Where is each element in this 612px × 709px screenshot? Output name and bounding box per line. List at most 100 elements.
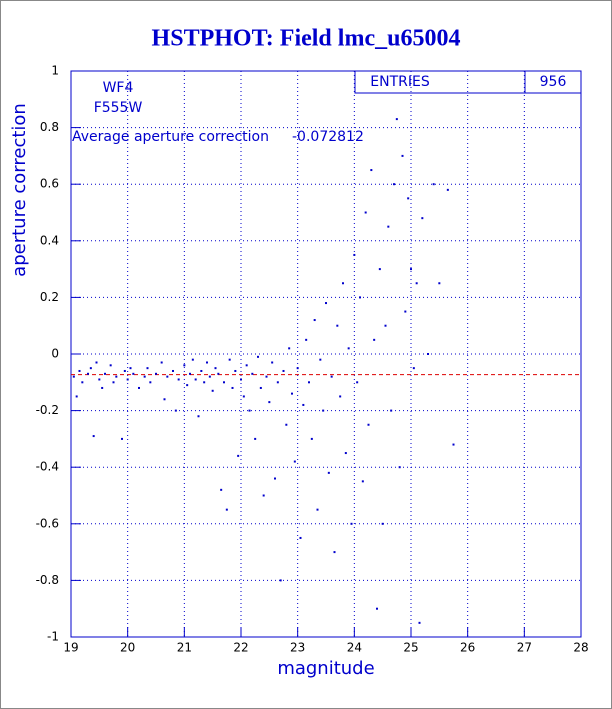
- point: [288, 347, 291, 350]
- point: [72, 375, 75, 378]
- point: [268, 401, 271, 404]
- y-tick-label: 0.2: [40, 290, 59, 304]
- point: [322, 409, 325, 412]
- point: [259, 386, 262, 389]
- point: [242, 395, 245, 398]
- point: [438, 282, 441, 285]
- point: [296, 367, 299, 370]
- point: [359, 296, 361, 299]
- point: [415, 282, 418, 285]
- point: [126, 378, 129, 381]
- y-tick-label: -1: [47, 630, 59, 644]
- point: [203, 381, 206, 384]
- y-tick-label: -0.2: [36, 403, 59, 417]
- point: [282, 369, 285, 372]
- point: [302, 403, 305, 406]
- point: [452, 443, 455, 446]
- point: [373, 338, 376, 341]
- y-tick-label: 0.4: [40, 233, 59, 247]
- point: [220, 488, 223, 491]
- point: [138, 386, 140, 389]
- point: [410, 268, 412, 271]
- chart-title: HSTPHOT: Field lmc_u65004: [152, 26, 461, 52]
- point: [330, 375, 333, 378]
- point: [407, 197, 410, 200]
- point: [398, 466, 401, 469]
- point: [262, 494, 265, 497]
- point: [146, 367, 149, 370]
- point: [101, 386, 104, 389]
- point: [143, 375, 146, 378]
- point: [112, 381, 115, 384]
- point: [166, 375, 169, 378]
- x-tick-label: 23: [290, 641, 305, 655]
- point: [350, 522, 353, 525]
- x-tick-label: 25: [403, 641, 418, 655]
- point: [339, 395, 342, 398]
- point: [237, 454, 240, 457]
- point: [319, 358, 322, 361]
- point: [381, 522, 384, 525]
- point: [285, 423, 288, 426]
- point: [95, 361, 98, 364]
- annotation: WF4: [103, 80, 134, 96]
- point: [257, 355, 259, 358]
- point: [395, 118, 398, 121]
- point: [177, 378, 180, 381]
- point: [200, 369, 203, 372]
- point: [211, 389, 214, 392]
- point: [89, 367, 92, 370]
- point: [155, 372, 157, 375]
- y-axis-label: aperture correction: [9, 103, 30, 277]
- point: [217, 372, 220, 375]
- point: [412, 367, 415, 370]
- point: [87, 372, 89, 375]
- point: [206, 361, 208, 364]
- y-tick-label: 0.8: [40, 120, 59, 134]
- point: [291, 392, 293, 395]
- point: [163, 398, 166, 401]
- point: [191, 358, 194, 361]
- y-tick-label: 0.6: [40, 177, 59, 191]
- y-tick-label: 1: [51, 64, 59, 78]
- point: [245, 364, 248, 367]
- point: [174, 409, 177, 412]
- point: [160, 361, 163, 364]
- point: [223, 381, 225, 384]
- point: [336, 324, 339, 327]
- point: [254, 437, 257, 440]
- point: [109, 364, 112, 367]
- point: [367, 423, 370, 426]
- y-tick-label: -0.4: [36, 460, 59, 474]
- point: [421, 217, 424, 220]
- point: [384, 324, 387, 327]
- point: [92, 435, 95, 438]
- point: [344, 452, 347, 455]
- y-tick-label: -0.6: [36, 516, 59, 530]
- x-axis-label: magnitude: [277, 658, 374, 679]
- point: [121, 437, 123, 440]
- point: [98, 378, 101, 381]
- x-tick-label: 28: [573, 641, 588, 655]
- y-tick-label: -0.8: [36, 573, 59, 587]
- point: [81, 381, 84, 384]
- point: [225, 508, 228, 511]
- point: [305, 338, 308, 341]
- x-tick-label: 21: [177, 641, 192, 655]
- y-tick-label: 0: [51, 347, 59, 361]
- point: [276, 381, 279, 384]
- x-tick-label: 20: [120, 641, 135, 655]
- point: [401, 154, 404, 157]
- point: [265, 375, 268, 378]
- point: [208, 375, 211, 378]
- point: [376, 607, 378, 610]
- point: [274, 477, 276, 480]
- point: [115, 375, 118, 378]
- point: [132, 372, 135, 375]
- stats-label: ENTRIES: [370, 74, 430, 90]
- point: [240, 378, 242, 381]
- annotation: F555W: [94, 100, 143, 116]
